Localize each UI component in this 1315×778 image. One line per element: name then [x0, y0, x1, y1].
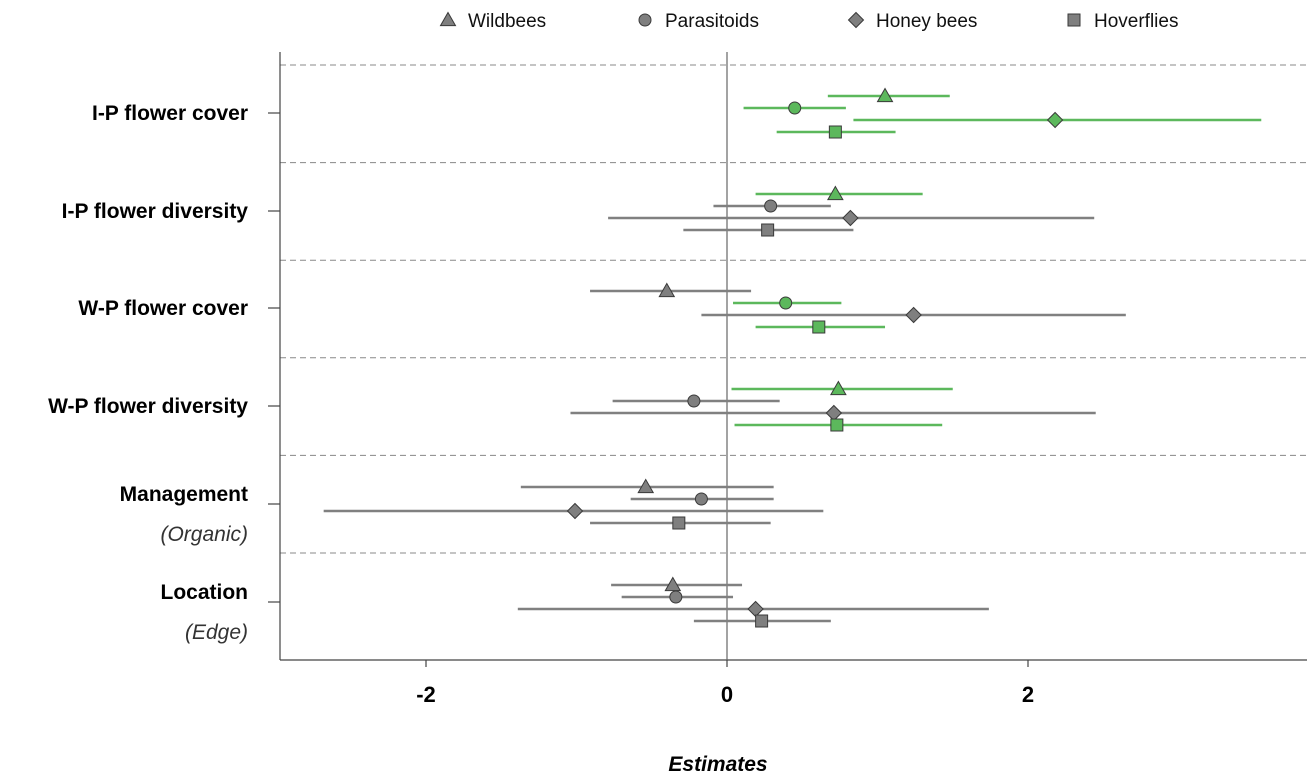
- legend-marker: [439, 11, 457, 27]
- estimate-point: [566, 502, 584, 520]
- category-sublabel: (Organic): [160, 523, 248, 546]
- category-label: I-P flower diversity: [62, 200, 249, 223]
- legend-marker: [638, 13, 652, 27]
- x-tick-label: 0: [721, 682, 733, 707]
- estimate-point: [830, 418, 844, 432]
- legend-marker: [847, 11, 865, 29]
- estimate-point: [876, 87, 894, 103]
- estimate-point: [825, 404, 843, 422]
- estimate-point: [830, 380, 847, 396]
- axes: -2 0 2: [268, 52, 1307, 707]
- estimate-point: [842, 209, 859, 227]
- category-separators: [280, 64, 1307, 554]
- legend-marker: [1067, 13, 1081, 27]
- legend-item: Wildbees: [439, 11, 546, 32]
- legend-label: Parasitoids: [665, 11, 759, 32]
- legend-item: Parasitoids: [638, 11, 759, 32]
- x-tick-label: -2: [416, 682, 436, 707]
- legend-label: Hoverflies: [1094, 11, 1178, 32]
- category-label: Management: [120, 483, 248, 506]
- legend-label: Honey bees: [876, 11, 977, 32]
- legend-item: Hoverflies: [1067, 11, 1178, 32]
- legend: Wildbees Parasitoids Honey bees Hoverflies: [439, 11, 1178, 32]
- category-estimates: [570, 380, 1096, 432]
- legend-item: Honey bees: [847, 11, 977, 32]
- category-estimates: [608, 185, 1095, 237]
- category-estimates: [517, 576, 989, 628]
- estimate-point: [637, 478, 655, 494]
- category-label: W-P flower cover: [78, 297, 248, 320]
- estimate-point: [761, 223, 775, 237]
- estimate-point: [779, 296, 793, 310]
- estimate-point: [747, 600, 764, 618]
- estimate-point: [687, 394, 701, 408]
- x-tick-label: 2: [1022, 682, 1034, 707]
- x-axis-title: Estimates: [668, 753, 767, 776]
- category-labels: I-P flower cover I-P flower diversity W-P …: [48, 102, 248, 644]
- category-sublabel: (Edge): [185, 621, 248, 644]
- estimate-point: [1046, 111, 1064, 129]
- estimate-point: [664, 576, 682, 592]
- category-estimates: [743, 87, 1262, 139]
- category-label: W-P flower diversity: [48, 395, 248, 418]
- plot-area: [323, 87, 1262, 628]
- estimate-point: [828, 125, 842, 139]
- estimate-point: [755, 614, 769, 628]
- estimate-point: [826, 185, 844, 201]
- estimate-point: [658, 282, 676, 298]
- estimate-point: [788, 101, 802, 115]
- category-estimates: [590, 282, 1126, 334]
- legend-label: Wildbees: [468, 11, 546, 32]
- category-label: Location: [161, 581, 249, 604]
- estimate-point: [694, 492, 708, 506]
- estimate-point: [669, 590, 683, 604]
- estimate-point: [812, 320, 826, 334]
- estimate-point: [672, 516, 686, 530]
- estimate-point: [905, 306, 922, 324]
- estimate-point: [764, 199, 778, 213]
- category-label: I-P flower cover: [92, 102, 248, 125]
- category-estimates: [323, 478, 824, 530]
